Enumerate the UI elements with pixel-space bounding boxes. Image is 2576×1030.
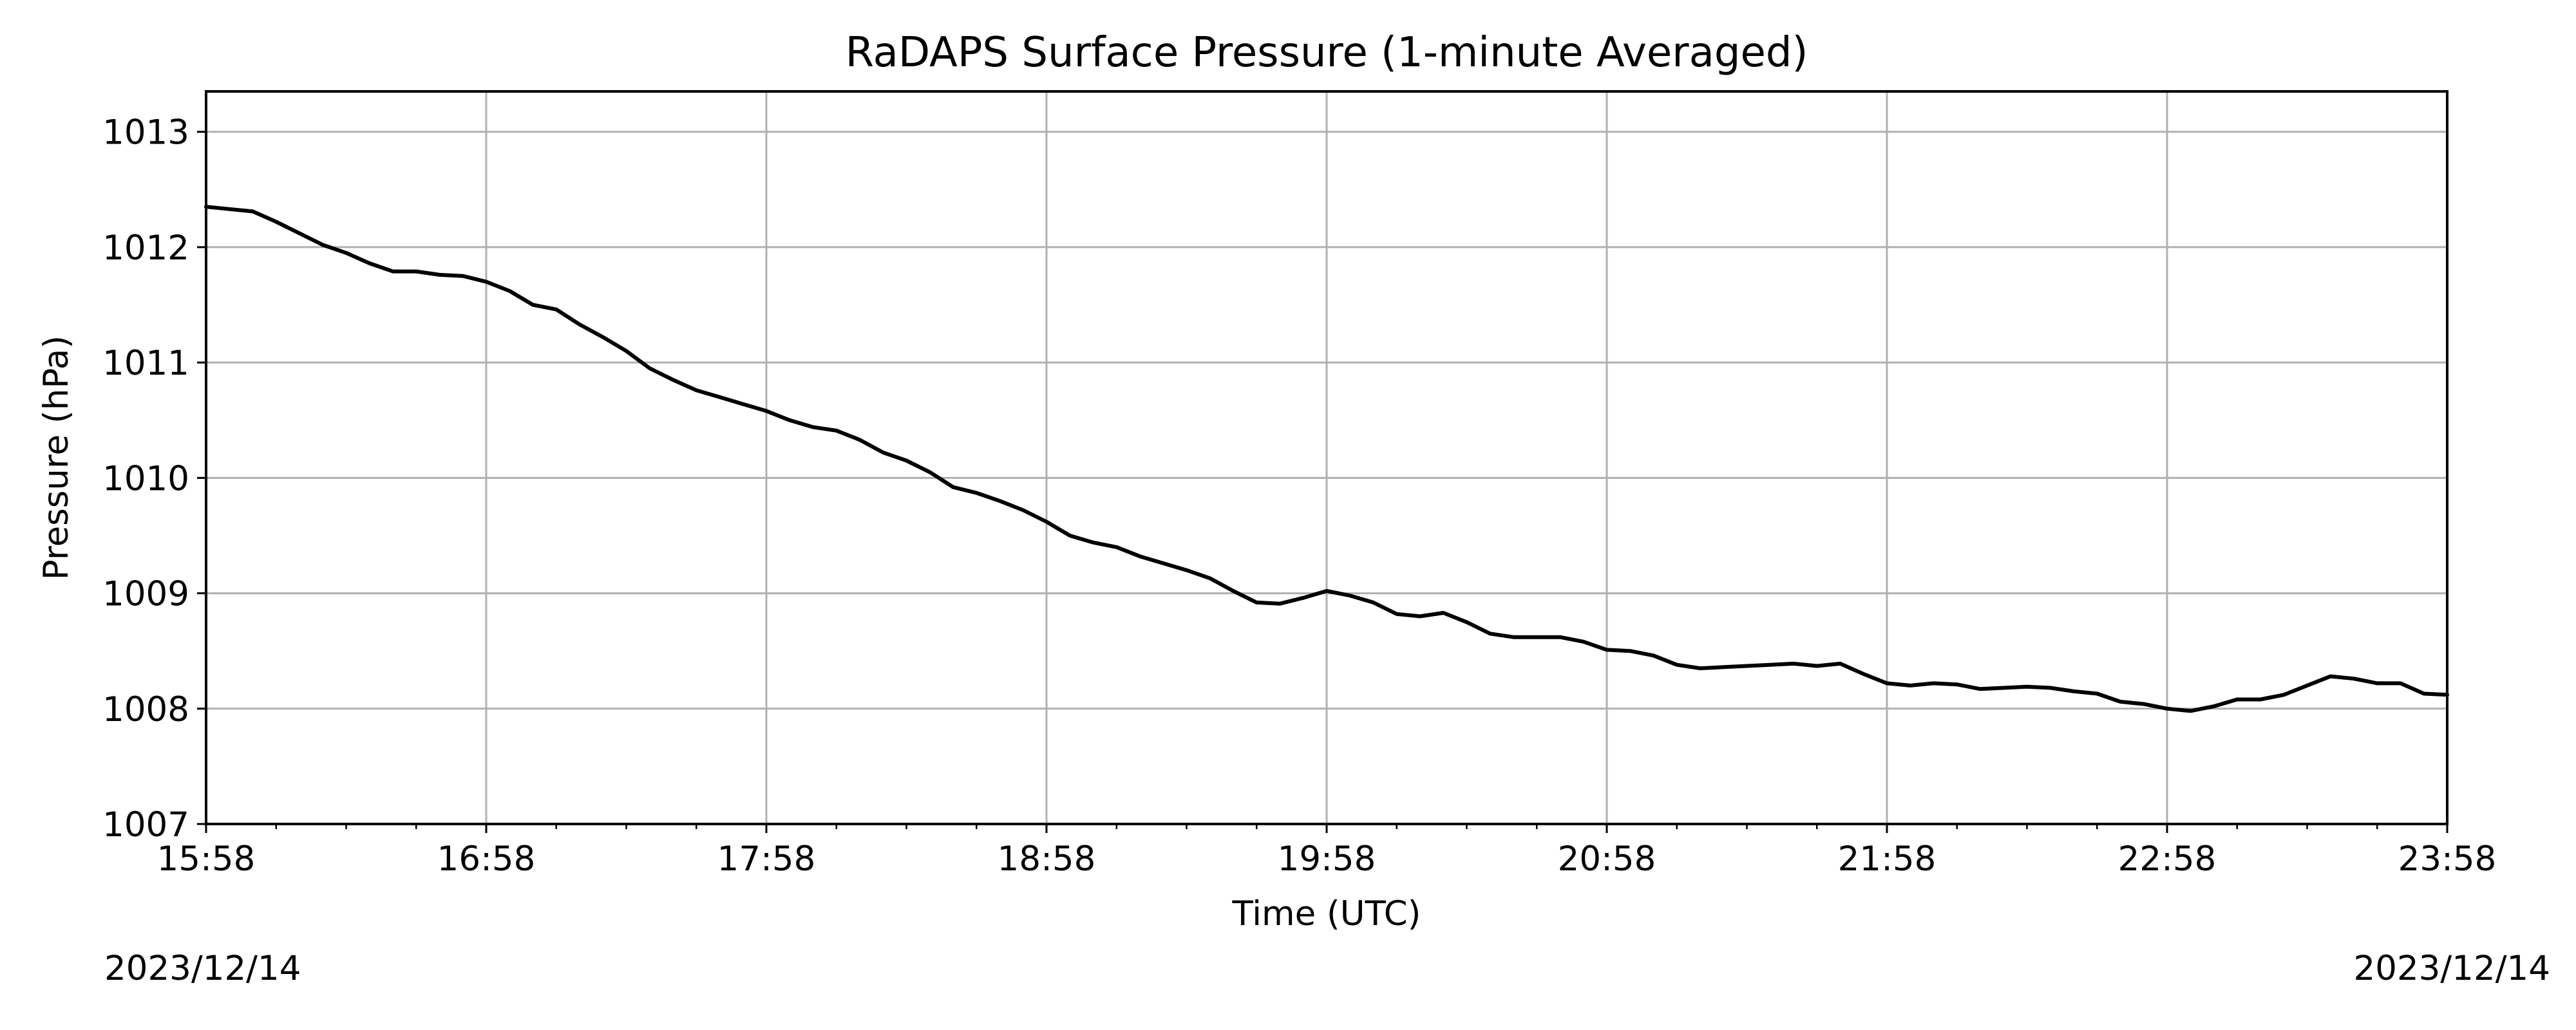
- y-tick-label: 1012: [102, 229, 189, 268]
- y-tick-label: 1013: [102, 113, 189, 153]
- chart-title: RaDAPS Surface Pressure (1-minute Averag…: [846, 29, 1808, 77]
- x-tick-label: 22:58: [2118, 839, 2217, 879]
- y-axis-label: Pressure (hPa): [37, 335, 76, 580]
- x-tick-label: 19:58: [1278, 839, 1376, 879]
- axis-ticks: 15:58 16:58 17:58 18:58 19:58 20:58 21:58 22:58…: [102, 113, 2496, 879]
- x-tick-label: 23:58: [2398, 839, 2497, 879]
- y-tick-label: 1011: [102, 344, 189, 383]
- y-tick-label: 1008: [102, 690, 189, 729]
- x-tick-label: 16:58: [437, 839, 536, 879]
- x-tick-label: 17:58: [717, 839, 816, 879]
- pressure-series-line: [204, 205, 2449, 713]
- x-tick-label: 15:58: [157, 839, 256, 879]
- y-tick-label: 1010: [102, 459, 189, 498]
- grid: [206, 91, 2447, 824]
- x-axis-label: Time (UTC): [1232, 894, 1421, 933]
- y-tick-label: 1007: [102, 805, 189, 845]
- date-label-left: 2023/12/14: [104, 949, 301, 988]
- date-label-right: 2023/12/14: [2353, 949, 2550, 988]
- x-tick-label: 18:58: [998, 839, 1096, 879]
- series-layer: [204, 205, 2449, 713]
- x-tick-label: 21:58: [1838, 839, 1937, 879]
- y-tick-label: 1009: [102, 575, 189, 614]
- x-tick-label: 20:58: [1558, 839, 1656, 879]
